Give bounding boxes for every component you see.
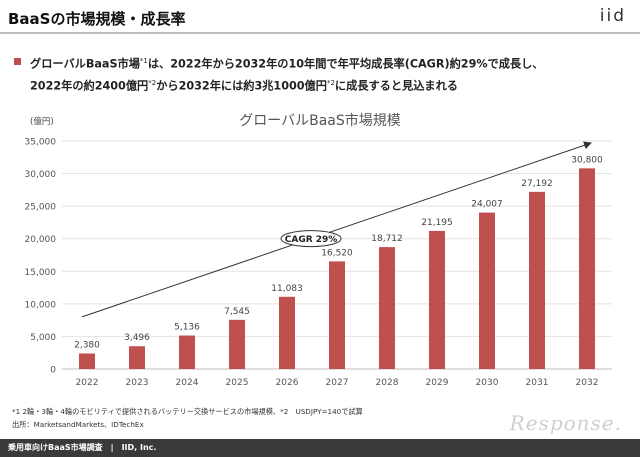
bar-value-label: 24,007 <box>471 200 503 210</box>
footnote-ref-1: *1 <box>139 57 148 65</box>
page-header: BaaSの市場規模・成長率 iid <box>0 0 640 34</box>
trend-arrow <box>81 141 592 318</box>
cagr-annotation-ellipse <box>280 230 342 248</box>
y-tick-label: 0 <box>50 366 56 376</box>
bullet-square-icon <box>14 58 21 65</box>
response-watermark: Response. <box>509 411 622 435</box>
x-tick-label: 2032 <box>576 378 599 388</box>
bar-value-label: 3,496 <box>124 333 150 343</box>
bar-value-label: 11,083 <box>271 284 303 294</box>
footer-bar: 乗用車向けBaaS市場調査 | IID, Inc. <box>0 439 640 457</box>
bar <box>379 247 395 369</box>
bar-value-label: 30,800 <box>571 155 603 165</box>
bar <box>79 353 95 369</box>
y-tick-label: 30,000 <box>25 170 57 180</box>
cagr-annotation-label: CAGR 29% <box>285 235 338 245</box>
x-tick-label: 2025 <box>226 378 249 388</box>
bar <box>279 296 295 369</box>
footnote-definition: *1 2輪・3輪・4輪のモビリティで提供されるバッテリー交換サービスの市場規模、… <box>12 407 363 416</box>
summary-text: グローバルBaaS市場*1は、2022年から2032年の10年間で年平均成長率(… <box>30 52 629 95</box>
bar-value-label: 7,545 <box>224 307 250 317</box>
bar <box>479 212 495 369</box>
x-tick-label: 2030 <box>476 378 499 388</box>
bar <box>129 346 145 369</box>
bar-value-label: 27,192 <box>521 179 553 189</box>
x-tick-label: 2022 <box>76 378 99 388</box>
bar-value-label: 21,195 <box>421 218 453 228</box>
bar-value-label: 16,520 <box>321 248 353 258</box>
bar <box>429 230 445 369</box>
summary-line2-a: 2022年の約2400億円 <box>30 79 149 93</box>
summary-bullet: グローバルBaaS市場*1は、2022年から2032年の10年間で年平均成長率(… <box>14 52 629 95</box>
x-tick-label: 2031 <box>526 378 549 388</box>
summary-line2-c: に成長すると見込まれる <box>334 79 458 93</box>
y-tick-label: 10,000 <box>25 300 57 310</box>
bar <box>579 168 595 369</box>
x-tick-label: 2027 <box>326 378 349 388</box>
bar-value-label: 18,712 <box>371 234 403 244</box>
y-tick-label: 20,000 <box>25 235 57 245</box>
summary-line1-a: グローバルBaaS市場 <box>30 57 140 71</box>
title-divider <box>0 32 640 34</box>
bar-value-label: 5,136 <box>174 323 200 333</box>
footer-text: 乗用車向けBaaS市場調査 | IID, Inc. <box>8 443 157 452</box>
footnote-ref-2a: *2 <box>148 78 157 87</box>
page-title: BaaSの市場規模・成長率 <box>8 10 186 28</box>
y-tick-label: 25,000 <box>25 203 57 213</box>
x-tick-label: 2026 <box>276 378 299 388</box>
y-tick-label: 35,000 <box>25 138 57 148</box>
footnote-source: 出所：MarketsandMarkets、IDTechEx <box>12 420 144 429</box>
iid-logo: iid <box>599 6 626 26</box>
x-tick-label: 2023 <box>126 378 149 388</box>
chart-title: グローバルBaaS市場規模 <box>239 113 401 129</box>
summary-line1-b: は、2022年から2032年の10年間で年平均成長率(CAGR)約29%で成長し… <box>147 57 544 71</box>
y-tick-label: 15,000 <box>25 268 57 278</box>
bar <box>179 335 195 369</box>
footnote-ref-2b: *2 <box>326 78 335 87</box>
x-tick-label: 2029 <box>426 378 449 388</box>
y-axis-unit-label: (億円) <box>30 116 54 127</box>
y-tick-label: 5,000 <box>30 333 56 343</box>
bar-value-label: 2,380 <box>74 340 100 350</box>
x-tick-label: 2024 <box>176 378 199 388</box>
x-tick-label: 2028 <box>376 378 399 388</box>
bar <box>229 319 245 369</box>
summary-line2-b: から2032年には約3兆1000億円 <box>156 79 327 93</box>
bar <box>529 191 545 369</box>
bar <box>329 261 345 369</box>
